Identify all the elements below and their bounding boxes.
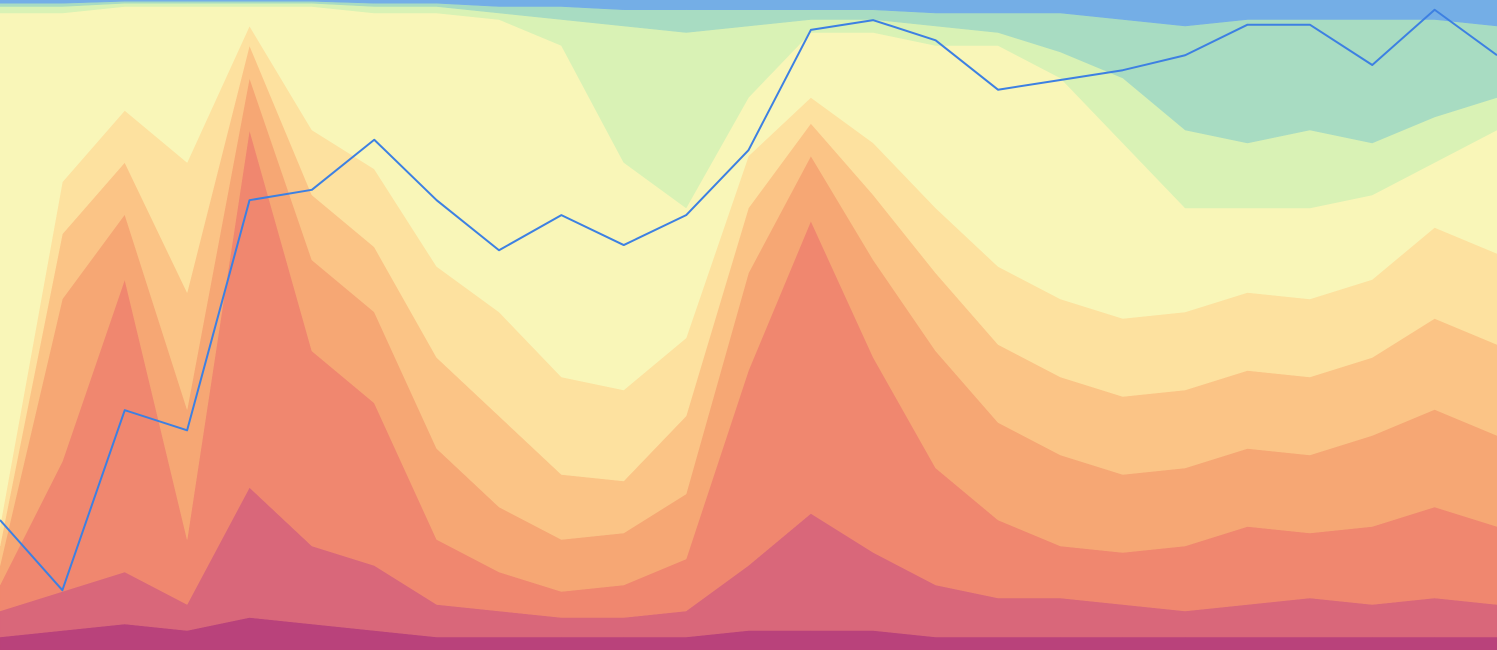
area-band bbox=[0, 0, 1497, 27]
price-line bbox=[0, 8, 1497, 592]
